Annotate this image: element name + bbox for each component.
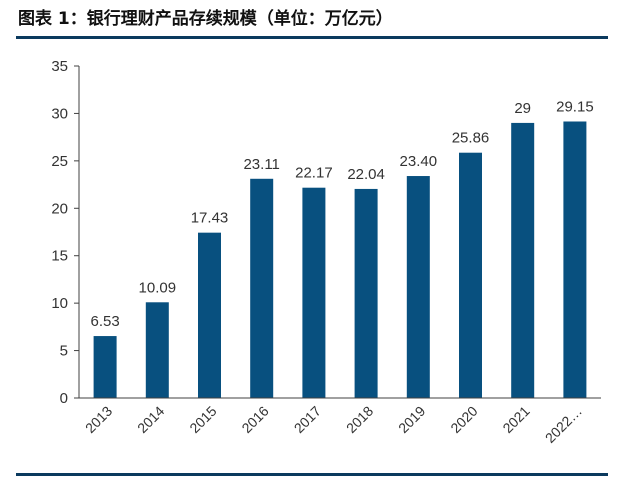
x-tick-label: 2017 <box>291 403 324 436</box>
x-tick-label: 2021 <box>499 403 532 436</box>
bar-2016 <box>250 178 274 398</box>
x-tick-label: 2018 <box>343 403 376 436</box>
x-tick-label: 2020 <box>447 403 480 436</box>
data-label-2018: 22.04 <box>347 166 385 183</box>
y-tick-label: 0 <box>60 390 68 407</box>
data-label-2016: 23.11 <box>243 156 279 173</box>
data-labels: 6.53 10.09 17.43 23.11 22.17 22.04 23.40 25.86 2… <box>90 98 593 330</box>
data-label-2019: 23.40 <box>400 153 438 170</box>
data-label-2013: 6.53 <box>90 313 119 330</box>
data-label-2022…: 29.15 <box>556 98 594 115</box>
bar-2021 <box>511 122 535 399</box>
bar-2015 <box>198 232 221 398</box>
bars <box>93 121 587 399</box>
y-tick-label: 30 <box>51 105 68 122</box>
y-tick-label: 20 <box>51 200 68 217</box>
figure-title: 图表 1：银行理财产品存续规模（单位：万亿元） <box>18 9 393 29</box>
x-tick-label: 2022… <box>542 403 585 446</box>
y-tick-label: 10 <box>51 295 68 312</box>
top-rule <box>16 36 608 39</box>
y-axis: 0 5 10 15 20 25 30 35 <box>51 58 80 407</box>
data-label-2017: 22.17 <box>295 165 333 182</box>
data-label-2014: 10.09 <box>139 279 177 296</box>
bar-2020 <box>459 152 482 398</box>
x-tick-label: 2019 <box>395 403 428 436</box>
data-label-2020: 25.86 <box>452 130 490 147</box>
y-tick-label: 5 <box>60 343 68 360</box>
bar-2014 <box>145 302 169 398</box>
bar-2019 <box>406 176 430 398</box>
bar-2017 <box>302 187 326 398</box>
x-tick-label: 2013 <box>82 403 115 436</box>
bar-2022… <box>563 121 587 399</box>
y-tick-label: 25 <box>51 153 68 170</box>
bottom-rule <box>16 473 608 476</box>
data-label-2021: 29 <box>514 100 531 117</box>
bar-2018 <box>354 188 378 398</box>
bar-2013 <box>93 336 117 398</box>
x-tick-label: 2016 <box>238 403 271 436</box>
x-tick-label: 2015 <box>186 403 219 436</box>
y-tick-label: 15 <box>51 248 68 265</box>
data-label-2015: 17.43 <box>191 210 229 227</box>
x-axis: 2013 2014 2015 2016 2017 2018 2019 2020 2021 2022… <box>79 397 601 446</box>
y-tick-label: 35 <box>51 58 68 75</box>
x-tick-label: 2014 <box>134 403 167 436</box>
